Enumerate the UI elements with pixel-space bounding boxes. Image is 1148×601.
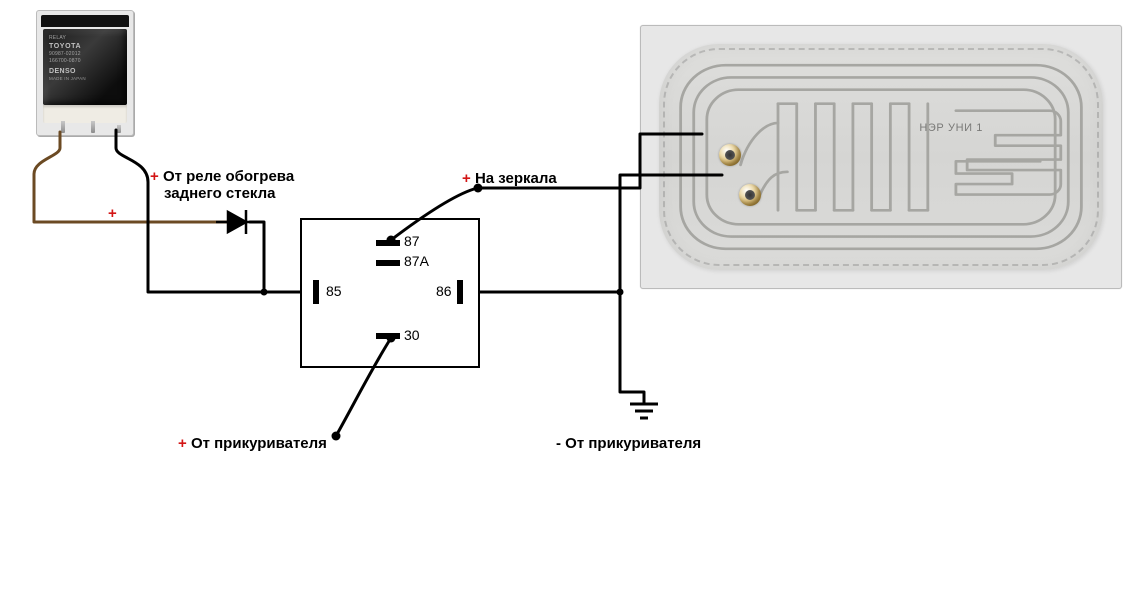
relay-text-part-b: 166700-0870 [49, 58, 123, 65]
wire-diode-to-box85 [250, 222, 300, 292]
wire-relay-photo-rightpin-to-box85 [116, 130, 300, 292]
relay-text-toyota: TOYOTA [49, 42, 123, 51]
pin-label-87a: 87A [404, 253, 429, 269]
label-from-lighter-pos-text: От прикуривателя [191, 435, 327, 452]
label-to-mirrors: На зеркала [462, 170, 557, 187]
relay-contact-85 [313, 280, 319, 304]
label-from-lighter-pos: От прикуривателя [178, 435, 327, 452]
relay-contact-87a [376, 260, 400, 266]
relay-photo-body: RELAY TOYOTA 90987-02012 166700-0870 DEN… [43, 29, 127, 105]
relay-photo: RELAY TOYOTA 90987-02012 166700-0870 DEN… [36, 10, 134, 136]
relay-text-relay: RELAY [49, 35, 123, 42]
heater-pin-plus [719, 144, 741, 166]
label-from-rear-defog-line2: заднего стекла [164, 185, 276, 202]
relay-contact-30 [376, 333, 400, 339]
label-to-mirrors-text: На зеркала [475, 170, 557, 187]
ground-symbol [630, 392, 658, 418]
relay-photo-pin-2 [91, 121, 95, 133]
pin-label-86: 86 [436, 283, 452, 299]
relay-photo-base [43, 105, 127, 123]
relay-contact-87 [376, 240, 400, 246]
relay-text-part-a: 90987-02012 [49, 51, 123, 58]
relay-text-made: MADE IN JAPAN [49, 76, 123, 82]
heater-pin-minus [739, 184, 761, 206]
wire-box86-down-to-ground [620, 292, 644, 395]
label-from-rear-defog-line1: От реле обогрева [163, 168, 294, 185]
pin-label-85: 85 [326, 283, 342, 299]
relay-photo-slot [41, 15, 129, 27]
label-standalone-plus: + [108, 205, 117, 222]
diode-symbol [216, 210, 258, 234]
relay-text-denso: DENSO [49, 67, 123, 76]
diagram-stage: { "canvas": { "width": 1148, "height": 6… [0, 0, 1148, 601]
relay-contact-86 [457, 280, 463, 304]
relay-photo-pin-1 [61, 121, 65, 133]
pin-label-30: 30 [404, 327, 420, 343]
label-from-lighter-neg: - От прикуривателя [556, 435, 701, 452]
pin-label-87: 87 [404, 233, 420, 249]
relay-photo-pin-3 [117, 125, 121, 133]
heater-pad: НЭР УНИ 1 [659, 44, 1103, 270]
label-from-rear-defog: От реле обогрева заднего стекла [150, 168, 294, 202]
heater-element: НЭР УНИ 1 [640, 25, 1122, 289]
